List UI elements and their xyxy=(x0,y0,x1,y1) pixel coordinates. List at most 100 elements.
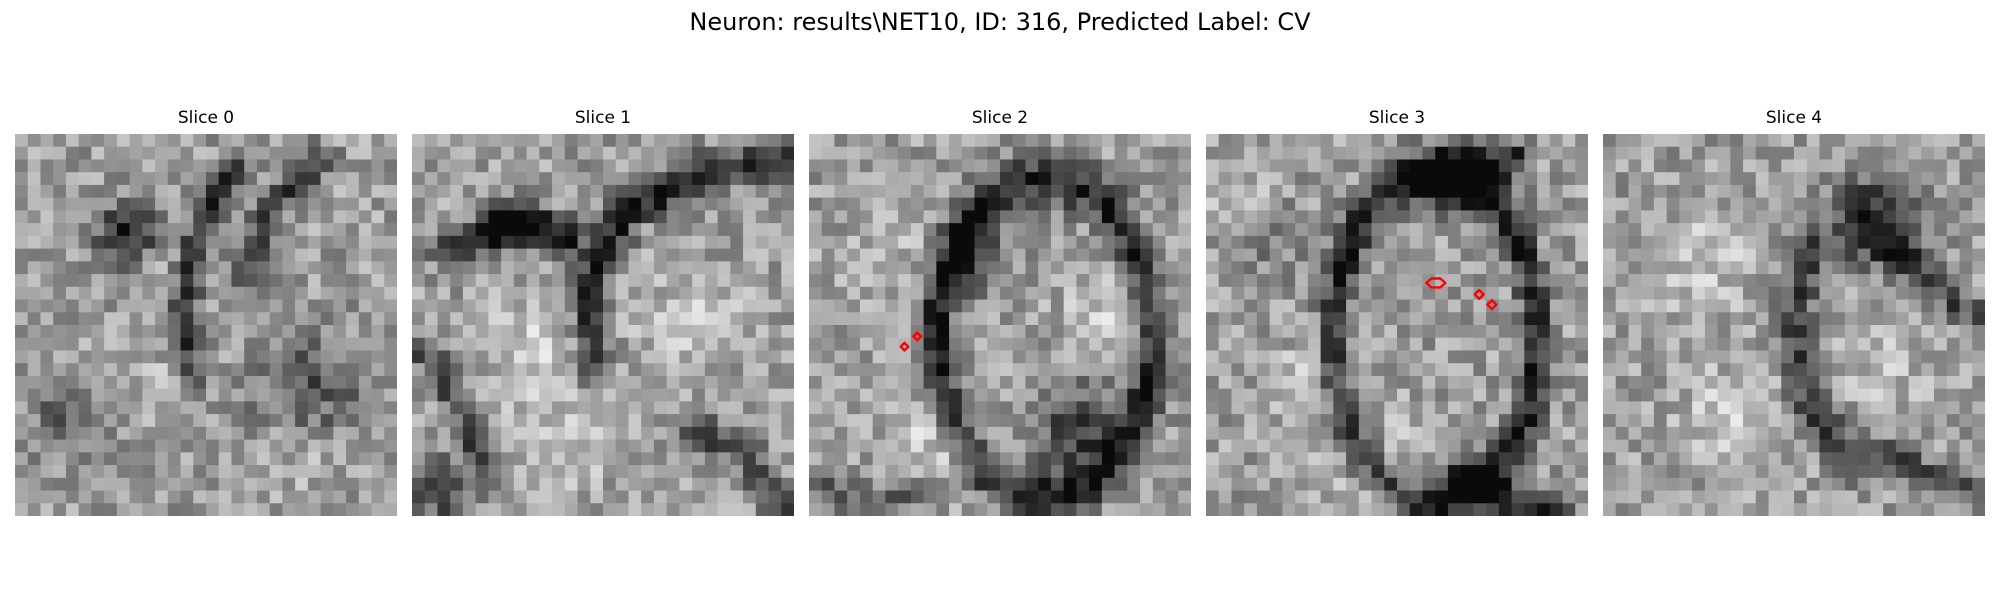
pixel xyxy=(1231,465,1245,479)
pixel xyxy=(1819,375,1833,390)
pixel xyxy=(961,261,976,275)
pixel xyxy=(1486,401,1500,415)
pixel xyxy=(244,197,258,211)
pixel xyxy=(961,439,976,453)
pixel xyxy=(1603,465,1617,479)
pixel xyxy=(768,197,782,211)
pixel xyxy=(872,452,886,466)
pixel xyxy=(1857,325,1871,339)
pixel xyxy=(1857,312,1871,326)
pixel xyxy=(256,477,271,492)
pixel xyxy=(1628,375,1642,390)
pixel xyxy=(590,184,604,199)
pixel xyxy=(91,337,105,352)
pixel xyxy=(1025,477,1039,492)
pixel xyxy=(15,159,29,173)
pixel xyxy=(653,439,668,453)
pixel xyxy=(1704,452,1719,466)
pixel xyxy=(65,325,80,339)
pixel xyxy=(1549,465,1564,479)
pixel xyxy=(1101,184,1116,199)
pixel xyxy=(462,184,477,199)
pixel xyxy=(1562,210,1576,224)
pixel xyxy=(1972,184,1985,199)
pixel xyxy=(1038,299,1052,313)
pixel xyxy=(1946,401,1961,415)
pixel xyxy=(1012,261,1027,275)
pixel xyxy=(53,299,67,313)
pixel xyxy=(1165,286,1179,301)
pixel xyxy=(1628,477,1642,492)
pixel xyxy=(1460,159,1474,173)
pixel xyxy=(821,210,836,224)
pixel xyxy=(1562,490,1576,504)
pixel xyxy=(1295,223,1309,237)
pixel xyxy=(1819,363,1833,377)
pixel xyxy=(193,146,207,161)
pixel xyxy=(1755,146,1770,161)
pixel xyxy=(641,235,655,250)
pixel xyxy=(1371,388,1385,402)
pixel xyxy=(256,134,271,148)
pixel xyxy=(1921,426,1935,441)
pixel xyxy=(1946,299,1961,313)
pixel xyxy=(1717,172,1731,186)
pixel xyxy=(475,490,489,504)
pixel xyxy=(1460,312,1474,326)
pixel xyxy=(1114,503,1128,516)
pixel xyxy=(1794,388,1808,402)
pixel xyxy=(1486,223,1500,237)
pixel xyxy=(78,146,92,161)
pixel xyxy=(1755,274,1770,288)
pixel xyxy=(384,401,397,415)
pixel xyxy=(859,477,874,492)
pixel xyxy=(1231,477,1245,492)
pixel xyxy=(590,248,604,262)
pixel xyxy=(1000,503,1014,516)
pixel xyxy=(923,184,937,199)
pixel xyxy=(1114,465,1128,479)
pixel xyxy=(1371,426,1385,441)
pixel xyxy=(1806,401,1821,415)
pixel xyxy=(1653,363,1668,377)
pixel xyxy=(821,248,836,262)
pixel xyxy=(1050,248,1065,262)
pixel xyxy=(180,134,194,148)
pixel xyxy=(1844,172,1859,186)
pixel xyxy=(412,325,426,339)
pixel xyxy=(1397,248,1411,262)
pixel xyxy=(872,274,886,288)
red-contour-1 xyxy=(899,341,910,352)
pixel xyxy=(1397,134,1411,148)
pixel xyxy=(1295,274,1309,288)
pixel xyxy=(679,248,693,262)
pixel xyxy=(1063,299,1077,313)
pixel xyxy=(1819,197,1833,211)
pixel xyxy=(358,325,373,339)
pixel xyxy=(1165,248,1179,262)
pixel xyxy=(1844,146,1859,161)
pixel xyxy=(1511,465,1525,479)
pixel xyxy=(1819,172,1833,186)
pixel xyxy=(53,312,67,326)
pixel xyxy=(1089,401,1103,415)
pixel xyxy=(1114,426,1128,441)
pixel xyxy=(1653,134,1668,148)
pixel xyxy=(936,184,950,199)
pixel xyxy=(961,426,976,441)
pixel xyxy=(1832,503,1846,516)
pixel xyxy=(1781,312,1795,326)
pixel xyxy=(526,184,540,199)
pixel xyxy=(1946,172,1961,186)
pixel xyxy=(1857,452,1871,466)
pixel xyxy=(1934,452,1948,466)
pixel xyxy=(1320,325,1334,339)
pixel xyxy=(526,452,540,466)
pixel xyxy=(1883,477,1897,492)
pixel xyxy=(513,452,528,466)
pixel xyxy=(167,223,182,237)
pixel xyxy=(1397,350,1411,364)
pixel xyxy=(256,184,271,199)
pixel xyxy=(244,172,258,186)
pixel xyxy=(526,363,540,377)
